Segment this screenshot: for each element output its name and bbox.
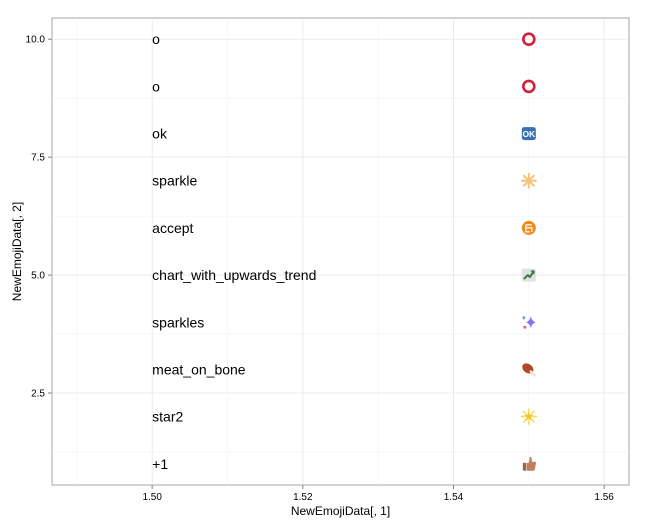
y-tick-label: 7.5 [31,153,45,164]
data-marks: o o ok OK sparkle accept chart_with_upwards_tr… [152,31,538,472]
emoji-name-label: +1 [152,456,168,472]
svg-text:OK: OK [522,129,536,139]
chart-with-upwards-trend-icon [521,268,536,282]
plot-panel [51,17,630,486]
emoji-name-label: o [152,78,160,94]
glowing-star-icon [520,408,538,425]
meat-on-bone-icon [522,363,537,377]
x-tick-label: 1.54 [444,492,464,503]
emoji-name-label: star2 [152,409,183,425]
sparkle-icon [520,172,537,189]
emoji-name-label: sparkles [152,314,204,330]
ok-button-icon: OK [521,127,536,141]
minor-grid [52,18,629,485]
y-tick-label: 2.5 [31,389,45,400]
sparkles-icon [521,315,536,329]
emoji-name-label: sparkle [152,173,197,189]
emoji-name-label: chart_with_upwards_trend [152,267,316,283]
x-tick-label: 1.52 [293,492,313,503]
heavy-large-circle-icon [522,32,536,47]
x-axis-title: NewEmojiData[, 1] [291,504,390,518]
thumbs-up-icon [522,456,536,471]
y-axis-ticks: 2.5 5.0 7.5 10.0 [26,35,52,400]
y-axis-title: NewEmojiData[, 2] [10,202,24,301]
emoji-name-label: o [152,31,160,47]
x-axis-ticks: 1.50 1.52 1.54 1.56 [142,485,614,503]
heavy-large-circle-icon [522,79,536,94]
x-tick-label: 1.50 [142,492,162,503]
emoji-name-label: accept [152,220,193,236]
x-tick-label: 1.56 [594,492,614,503]
y-tick-label: 5.0 [31,271,45,282]
y-tick-label: 10.0 [26,35,46,46]
emoji-name-label: ok [152,126,168,142]
accept-icon [521,220,536,235]
emoji-name-label: meat_on_bone [152,361,246,377]
